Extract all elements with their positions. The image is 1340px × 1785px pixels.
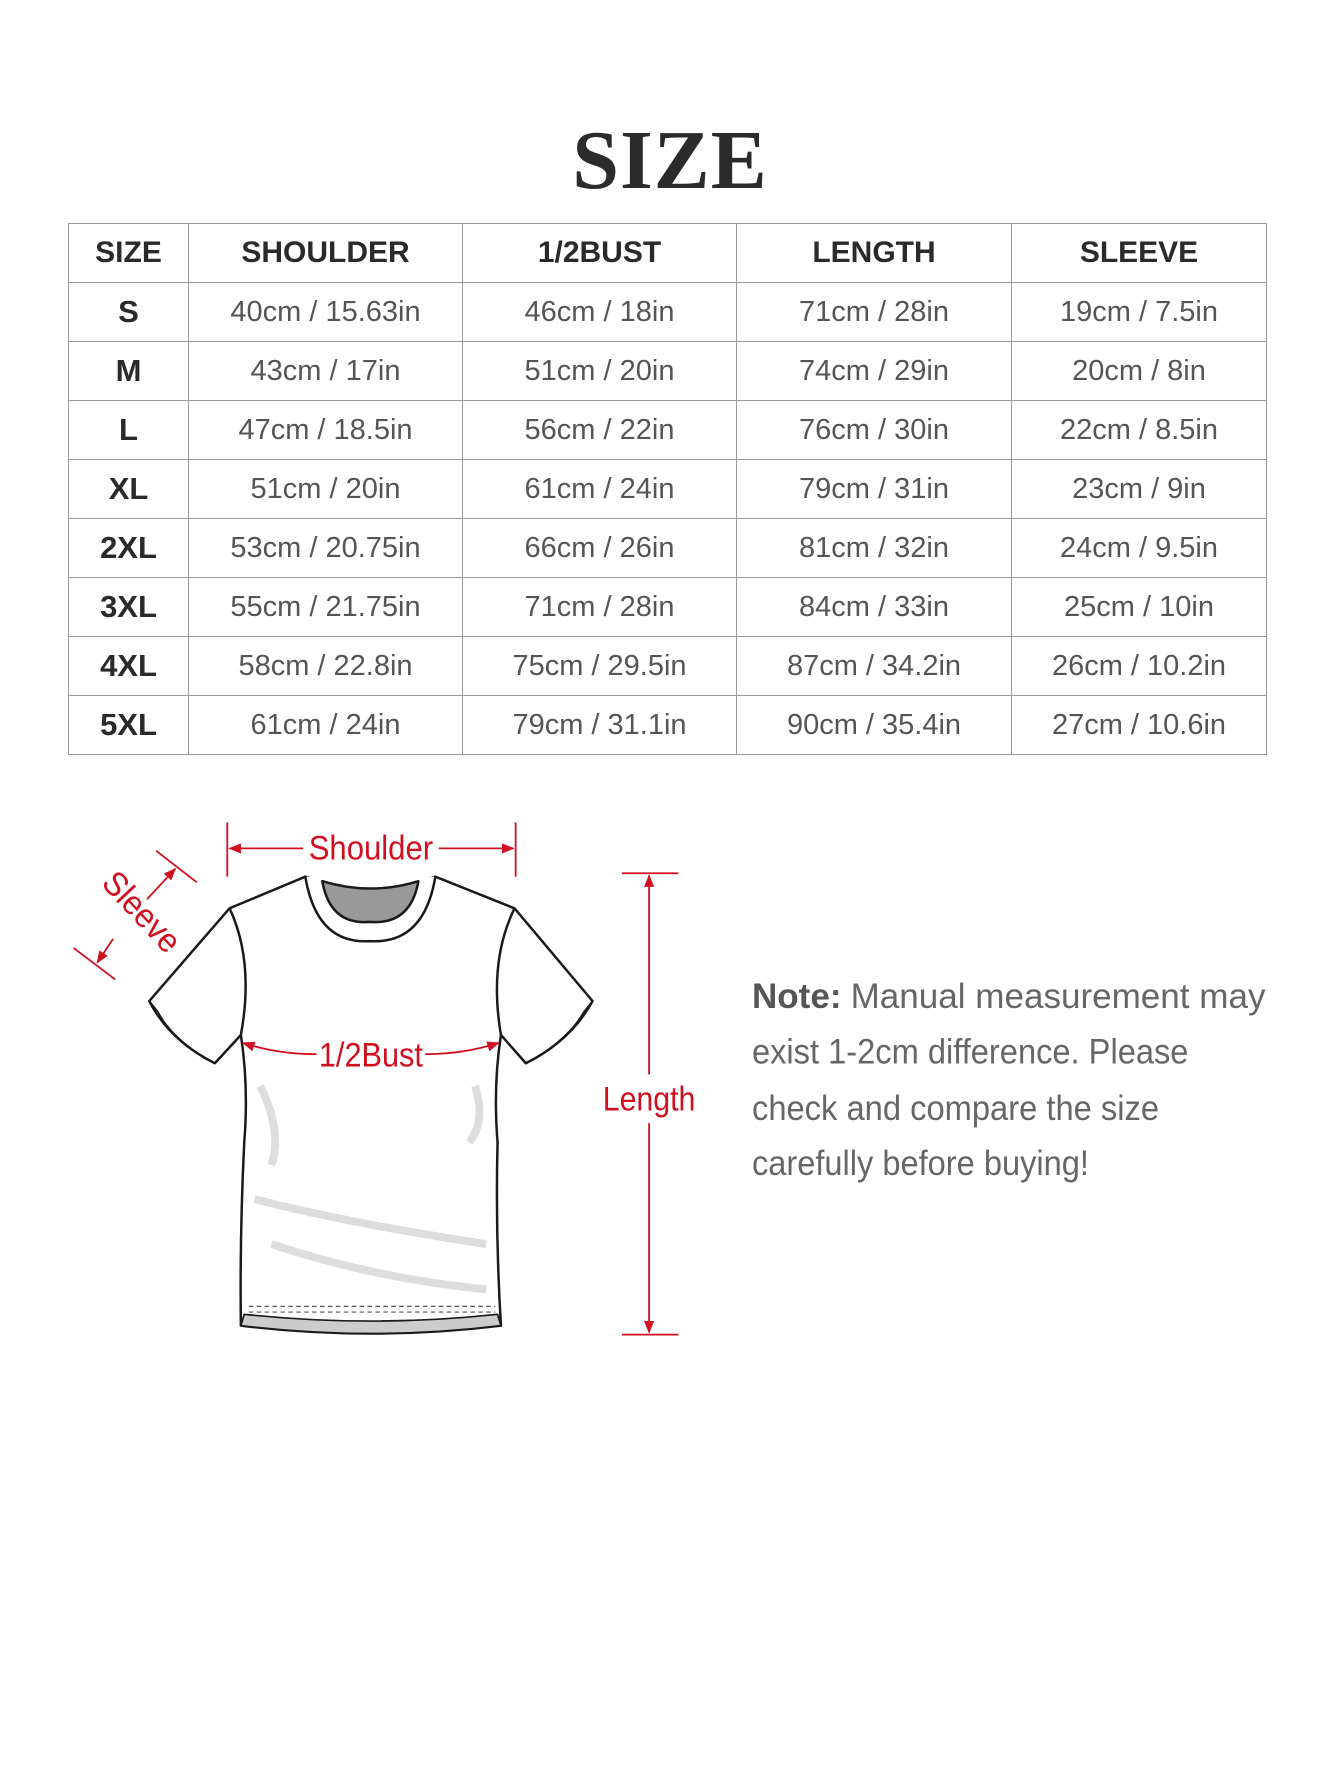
measurement-cell: 20cm / 8in — [1011, 341, 1267, 401]
measurement-cell: 22cm / 8.5in — [1011, 400, 1267, 460]
measurement-cell: 25cm / 10in — [1011, 577, 1267, 637]
svg-text:Note:Manual measurement may: Note: Manual measurement may — [752, 977, 1266, 1016]
measurement-cell: 79cm / 31.1in — [462, 695, 737, 755]
size-cell: 2XL — [68, 518, 189, 578]
page-title: SIZE — [572, 114, 768, 207]
table-row: 2XL 53cm / 20.75in 66cm / 26in 81cm / 32in 2… — [68, 518, 1267, 578]
measurement-cell: 79cm / 31in — [736, 459, 1012, 519]
column-header: SIZE — [68, 223, 189, 283]
measurement-annotations — [72, 822, 679, 1336]
measurement-cell: 23cm / 9in — [1011, 459, 1267, 519]
column-header: LENGTH — [736, 223, 1012, 283]
table-header-row: SIZE SHOULDER 1/2BUST LENGTH SLEEVE — [68, 223, 1267, 283]
bust-label: 1/2Bust — [319, 1037, 424, 1075]
measurement-cell: 71cm / 28in — [462, 577, 737, 637]
measurement-cell: 27cm / 10.6in — [1011, 695, 1267, 755]
measurement-cell: 26cm / 10.2in — [1011, 636, 1267, 696]
measurement-cell: 90cm / 35.4in — [736, 695, 1012, 755]
measurement-cell: 84cm / 33in — [736, 577, 1012, 637]
table-row: XL 51cm / 20in 61cm / 24in 79cm / 31in 23cm … — [68, 459, 1267, 519]
tshirt-illustration — [148, 875, 594, 1335]
measurement-cell: 74cm / 29in — [736, 341, 1012, 401]
column-header: 1/2BUST — [462, 223, 737, 283]
measurement-cell: 51cm / 20in — [462, 341, 737, 401]
measurement-cell: 47cm / 18.5in — [188, 400, 463, 460]
table-row: M 43cm / 17in 51cm / 20in 74cm / 29in 20cm /… — [68, 341, 1267, 401]
measurement-cell: 75cm / 29.5in — [462, 636, 737, 696]
size-cell: S — [68, 282, 189, 342]
table-row: 3XL 55cm / 21.75in 71cm / 28in 84cm / 33in 2… — [68, 577, 1267, 637]
note-text: Note: Manual measurement may exist 1-2cm … — [752, 977, 1266, 1183]
measurement-cell: 40cm / 15.63in — [188, 282, 463, 342]
measurement-cell: 61cm / 24in — [188, 695, 463, 755]
table-row: L 47cm / 18.5in 56cm / 22in 76cm / 30in 22cm… — [68, 400, 1267, 460]
measurement-cell: 76cm / 30in — [736, 400, 1012, 460]
note-line: exist 1-2cm difference. Please — [752, 1032, 1188, 1071]
measurement-cell: 46cm / 18in — [462, 282, 737, 342]
size-cell: 5XL — [68, 695, 189, 755]
note-line: Manual measurement may — [851, 977, 1266, 1016]
table-row: S 40cm / 15.63in 46cm / 18in 71cm / 28in 19c… — [68, 282, 1267, 342]
size-table: SIZE SHOULDER 1/2BUST LENGTH SLEEVE S 40cm / … — [68, 223, 1267, 755]
measurement-cell: 55cm / 21.75in — [188, 577, 463, 637]
measurement-cell: 56cm / 22in — [462, 400, 737, 460]
size-cell: L — [68, 400, 189, 460]
measurement-cell: 51cm / 20in — [188, 459, 463, 519]
column-header: SLEEVE — [1011, 223, 1267, 283]
measurement-cell: 24cm / 9.5in — [1011, 518, 1267, 578]
measurement-cell: 81cm / 32in — [736, 518, 1012, 578]
measurement-cell: 43cm / 17in — [188, 341, 463, 401]
note-label: Note: — [752, 977, 842, 1016]
size-cell: M — [68, 341, 189, 401]
measurement-cell: 19cm / 7.5in — [1011, 282, 1267, 342]
size-cell: 4XL — [68, 636, 189, 696]
note-line: carefully before buying! — [752, 1144, 1089, 1183]
measurement-cell: 53cm / 20.75in — [188, 518, 463, 578]
measurement-cell: 66cm / 26in — [462, 518, 737, 578]
measurement-cell: 58cm / 22.8in — [188, 636, 463, 696]
note-line: check and compare the size — [752, 1089, 1159, 1128]
table-row: 5XL 61cm / 24in 79cm / 31.1in 90cm / 35.4in… — [68, 695, 1267, 755]
size-cell: 3XL — [68, 577, 189, 637]
length-label: Length — [603, 1081, 696, 1119]
shoulder-label: Shoulder — [309, 830, 433, 868]
measurement-cell: 61cm / 24in — [462, 459, 737, 519]
